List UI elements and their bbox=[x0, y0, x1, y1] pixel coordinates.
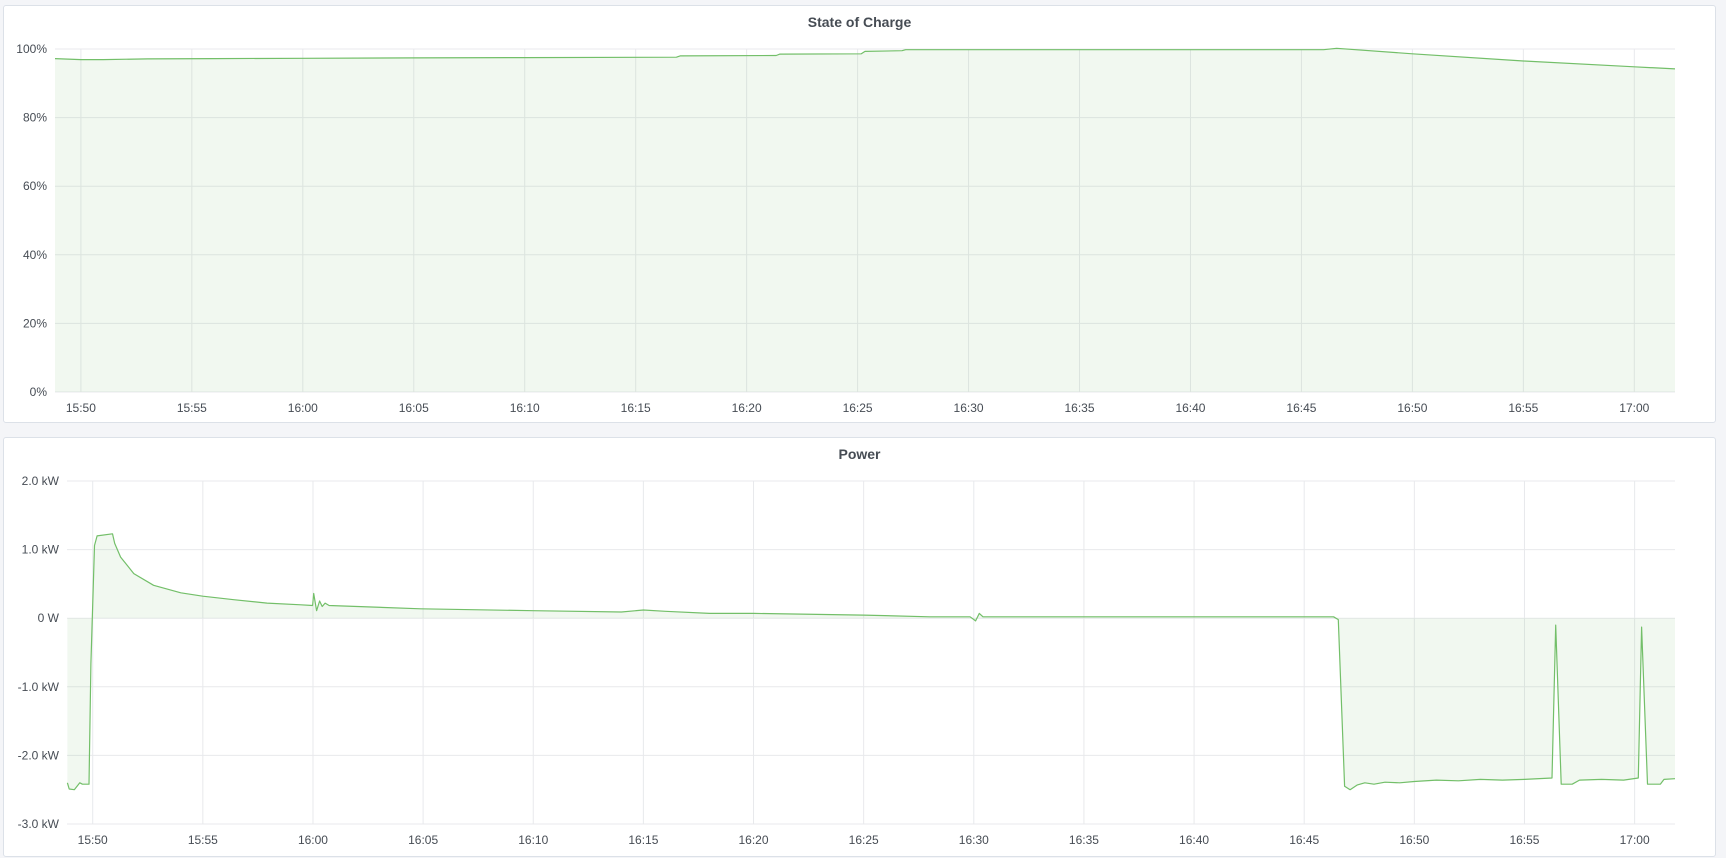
x-tick-label: 15:55 bbox=[188, 833, 218, 847]
x-tick-label: 16:50 bbox=[1397, 401, 1427, 415]
x-tick-label: 15:55 bbox=[177, 401, 207, 415]
series-line bbox=[54, 47, 1676, 70]
series-area bbox=[55, 48, 1675, 393]
x-tick-label: 17:00 bbox=[1619, 401, 1649, 415]
x-tick-label: 16:05 bbox=[408, 833, 438, 847]
x-tick-label: 16:35 bbox=[1069, 833, 1099, 847]
y-tick-label: 100% bbox=[16, 42, 47, 56]
x-tick-label: 16:35 bbox=[1065, 401, 1095, 415]
x-tick-label: 16:10 bbox=[518, 833, 548, 847]
y-tick-label: 0 W bbox=[38, 611, 60, 625]
y-tick-label: 60% bbox=[23, 179, 47, 193]
x-tick-label: 15:50 bbox=[78, 833, 108, 847]
y-tick-label: 2.0 kW bbox=[22, 474, 60, 488]
series-line bbox=[66, 533, 1676, 791]
x-tick-label: 16:15 bbox=[628, 833, 658, 847]
x-tick-label: 16:30 bbox=[959, 833, 989, 847]
x-tick-label: 16:20 bbox=[732, 401, 762, 415]
x-tick-label: 16:25 bbox=[849, 833, 879, 847]
panel-title[interactable]: State of Charge bbox=[807, 14, 912, 30]
x-tick-label: 16:55 bbox=[1509, 833, 1539, 847]
x-tick-label: 17:00 bbox=[1620, 833, 1650, 847]
y-tick-label: 40% bbox=[23, 248, 47, 262]
y-tick-label: -3.0 kW bbox=[18, 817, 60, 831]
x-tick-label: 16:40 bbox=[1179, 833, 1209, 847]
x-tick-label: 16:50 bbox=[1399, 833, 1429, 847]
x-tick-label: 16:05 bbox=[399, 401, 429, 415]
power-panel: Power bbox=[3, 437, 1716, 857]
x-tick-label: 16:00 bbox=[288, 401, 318, 415]
y-tick-label: -1.0 kW bbox=[18, 680, 60, 694]
x-tick-label: 16:40 bbox=[1175, 401, 1205, 415]
x-tick-label: 16:45 bbox=[1286, 401, 1316, 415]
x-tick-label: 16:20 bbox=[739, 833, 769, 847]
state-of-charge-panel: State of Charge bbox=[3, 5, 1716, 423]
x-tick-label: 16:45 bbox=[1289, 833, 1319, 847]
x-tick-label: 16:10 bbox=[510, 401, 540, 415]
x-tick-label: 16:25 bbox=[843, 401, 873, 415]
panel-title[interactable]: Power bbox=[838, 446, 881, 462]
y-tick-label: 1.0 kW bbox=[22, 543, 60, 557]
x-tick-label: 16:55 bbox=[1508, 401, 1538, 415]
x-tick-label: 16:30 bbox=[954, 401, 984, 415]
x-tick-label: 16:00 bbox=[298, 833, 328, 847]
y-tick-label: 80% bbox=[23, 111, 47, 125]
series-area bbox=[67, 533, 1675, 790]
y-tick-label: 20% bbox=[23, 316, 47, 330]
x-tick-label: 16:15 bbox=[621, 401, 651, 415]
y-tick-label: -2.0 kW bbox=[18, 748, 60, 762]
x-tick-label: 15:50 bbox=[66, 401, 96, 415]
y-tick-label: 0% bbox=[30, 385, 48, 399]
